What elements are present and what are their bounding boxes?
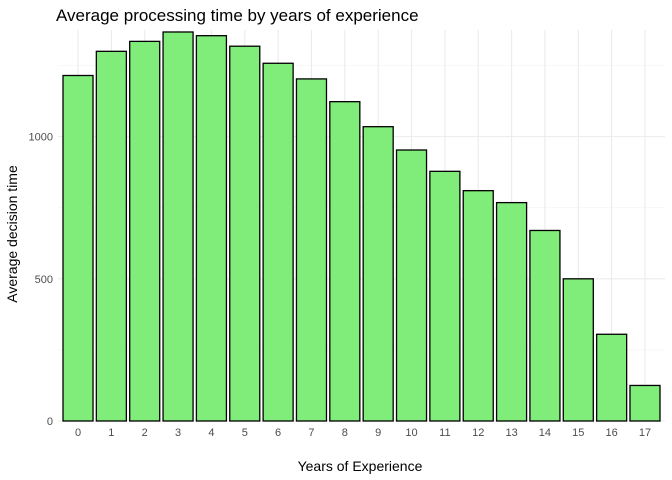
bar-16 [595, 333, 628, 422]
y-tick-label: 1000 [29, 132, 53, 144]
chart-title: Average processing time by years of expe… [56, 6, 419, 25]
bar-15 [562, 278, 594, 422]
x-tick-label: 5 [242, 427, 248, 439]
y-axis-title: Average decision time [4, 165, 20, 303]
x-tick-label: 9 [375, 427, 381, 439]
y-axis-ticks: 0 500 1000 [29, 132, 53, 428]
bar-4 [195, 35, 228, 422]
bar-13 [495, 201, 528, 422]
bar-1 [95, 50, 128, 422]
bar-11 [429, 170, 461, 422]
bar-10 [395, 149, 428, 422]
x-tick-label: 6 [275, 427, 281, 439]
x-tick-label: 1 [108, 427, 114, 439]
y-tick-label: 0 [47, 416, 53, 428]
x-tick-label: 4 [208, 427, 214, 439]
bar-9 [362, 126, 394, 422]
bar-5 [229, 45, 261, 422]
x-tick-label: 0 [75, 427, 81, 439]
x-tick-label: 7 [308, 427, 314, 439]
bar-12 [462, 190, 494, 422]
x-tick-label: 17 [639, 427, 651, 439]
x-tick-label: 2 [142, 427, 148, 439]
bar-6 [262, 62, 294, 422]
bars [62, 31, 661, 422]
x-tick-label: 14 [539, 427, 551, 439]
bar-14 [529, 229, 561, 422]
x-tick-label: 10 [405, 427, 417, 439]
bar-17 [629, 384, 661, 422]
y-tick-label: 500 [35, 274, 53, 286]
x-tick-label: 8 [342, 427, 348, 439]
x-tick-label: 3 [175, 427, 181, 439]
x-tick-label: 13 [505, 427, 517, 439]
x-axis-title: Years of Experience [298, 458, 423, 474]
bar-8 [329, 101, 361, 422]
bar-3 [162, 31, 194, 422]
bar-0 [62, 74, 94, 422]
x-tick-label: 11 [439, 427, 450, 439]
x-tick-label: 15 [572, 427, 584, 439]
x-tick-label: 16 [606, 427, 618, 439]
bar-7 [295, 78, 328, 422]
bar-2 [129, 40, 161, 422]
x-axis-ticks: 0 1 2 3 4 5 6 7 8 9 10 11 12 13 14 15 16 17 [75, 427, 651, 439]
x-tick-label: 12 [472, 427, 484, 439]
